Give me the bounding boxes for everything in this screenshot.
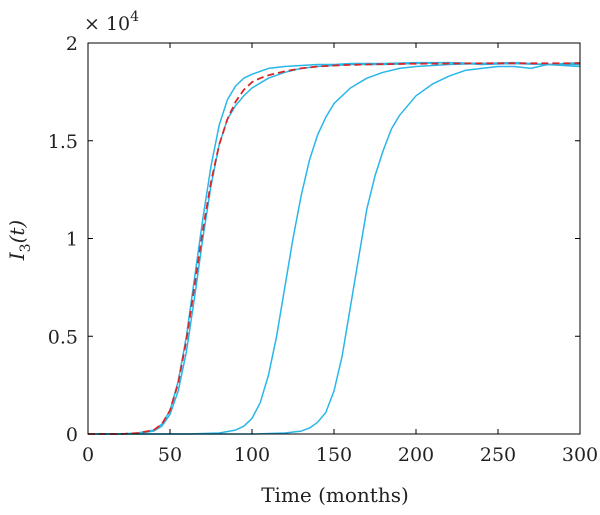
y-axis-label-sub: 3 bbox=[18, 243, 34, 252]
plot-frame bbox=[87, 42, 581, 435]
series-line-4 bbox=[88, 63, 581, 435]
y-multiplier-label: × 104 bbox=[84, 9, 139, 35]
x-tick-label: 0 bbox=[82, 444, 94, 466]
x-tick-label: 250 bbox=[480, 444, 516, 466]
x-tick-label: 150 bbox=[316, 444, 352, 466]
series-line-2 bbox=[88, 61, 581, 435]
y-multiplier-exponent: 4 bbox=[130, 9, 139, 25]
series-line-3 bbox=[88, 62, 580, 435]
y-tick-label: 1.5 bbox=[48, 131, 78, 153]
y-tick-label: 2 bbox=[66, 33, 78, 55]
x-axis-label: Time (months) bbox=[261, 483, 409, 507]
x-axis: 0 50 100 150 200 250 300 bbox=[82, 43, 598, 466]
y-multiplier-base: × 10 bbox=[84, 13, 130, 35]
y-tick-label: 0.5 bbox=[48, 326, 78, 348]
y-tick-label: 1 bbox=[66, 229, 78, 251]
series-line-1 bbox=[88, 61, 581, 435]
x-tick-label: 300 bbox=[562, 444, 598, 466]
y-axis-label-var: I bbox=[5, 251, 29, 261]
x-tick-label: 50 bbox=[158, 444, 182, 466]
y-axis-label: I3(t) bbox=[5, 220, 34, 261]
y-axis: 0 0.5 1 1.5 2 bbox=[48, 33, 580, 446]
x-tick-label: 200 bbox=[398, 444, 434, 466]
x-tick-label: 100 bbox=[234, 444, 270, 466]
y-tick-label: 0 bbox=[66, 424, 78, 446]
series-line-deterministic bbox=[88, 62, 580, 435]
y-axis-label-arg: (t) bbox=[5, 220, 29, 244]
plot-lines bbox=[88, 61, 581, 435]
